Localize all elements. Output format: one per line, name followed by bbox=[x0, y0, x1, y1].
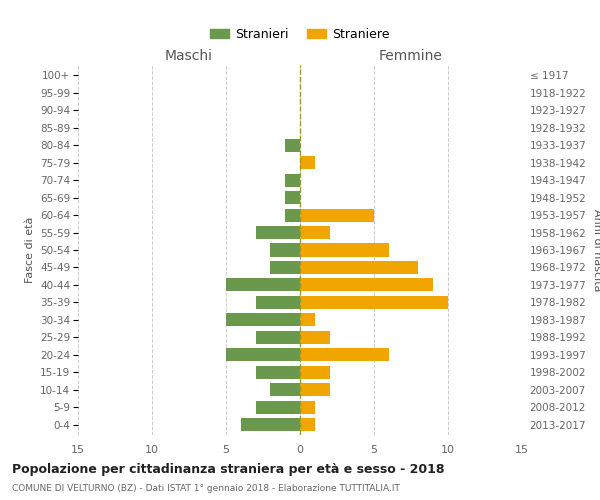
Bar bbox=[285, 138, 300, 152]
Bar bbox=[285, 208, 300, 222]
Bar bbox=[300, 156, 315, 170]
Bar bbox=[256, 226, 300, 239]
Bar bbox=[285, 174, 300, 186]
Y-axis label: Fasce di età: Fasce di età bbox=[25, 217, 35, 283]
Bar bbox=[300, 226, 329, 239]
Text: COMUNE DI VELTURNO (BZ) - Dati ISTAT 1° gennaio 2018 - Elaborazione TUTTITALIA.I: COMUNE DI VELTURNO (BZ) - Dati ISTAT 1° … bbox=[12, 484, 400, 493]
Bar bbox=[300, 208, 374, 222]
Bar bbox=[300, 314, 315, 326]
Bar bbox=[226, 278, 300, 291]
Bar bbox=[271, 244, 300, 256]
Bar bbox=[241, 418, 300, 431]
Y-axis label: Anni di nascita: Anni di nascita bbox=[592, 209, 600, 291]
Bar bbox=[300, 330, 329, 344]
Bar bbox=[300, 418, 315, 431]
Bar bbox=[271, 383, 300, 396]
Text: Maschi: Maschi bbox=[165, 50, 213, 64]
Bar bbox=[300, 400, 315, 413]
Text: Femmine: Femmine bbox=[379, 50, 443, 64]
Bar bbox=[285, 191, 300, 204]
Bar bbox=[256, 400, 300, 413]
Bar bbox=[300, 244, 389, 256]
Bar bbox=[300, 261, 418, 274]
Bar bbox=[300, 278, 433, 291]
Bar bbox=[300, 296, 448, 309]
Text: Popolazione per cittadinanza straniera per età e sesso - 2018: Popolazione per cittadinanza straniera p… bbox=[12, 462, 445, 475]
Bar bbox=[226, 348, 300, 362]
Bar bbox=[300, 383, 329, 396]
Bar bbox=[300, 348, 389, 362]
Bar bbox=[256, 330, 300, 344]
Bar bbox=[256, 296, 300, 309]
Legend: Stranieri, Straniere: Stranieri, Straniere bbox=[205, 23, 395, 46]
Bar bbox=[300, 366, 329, 378]
Bar bbox=[271, 261, 300, 274]
Bar bbox=[256, 366, 300, 378]
Bar bbox=[226, 314, 300, 326]
